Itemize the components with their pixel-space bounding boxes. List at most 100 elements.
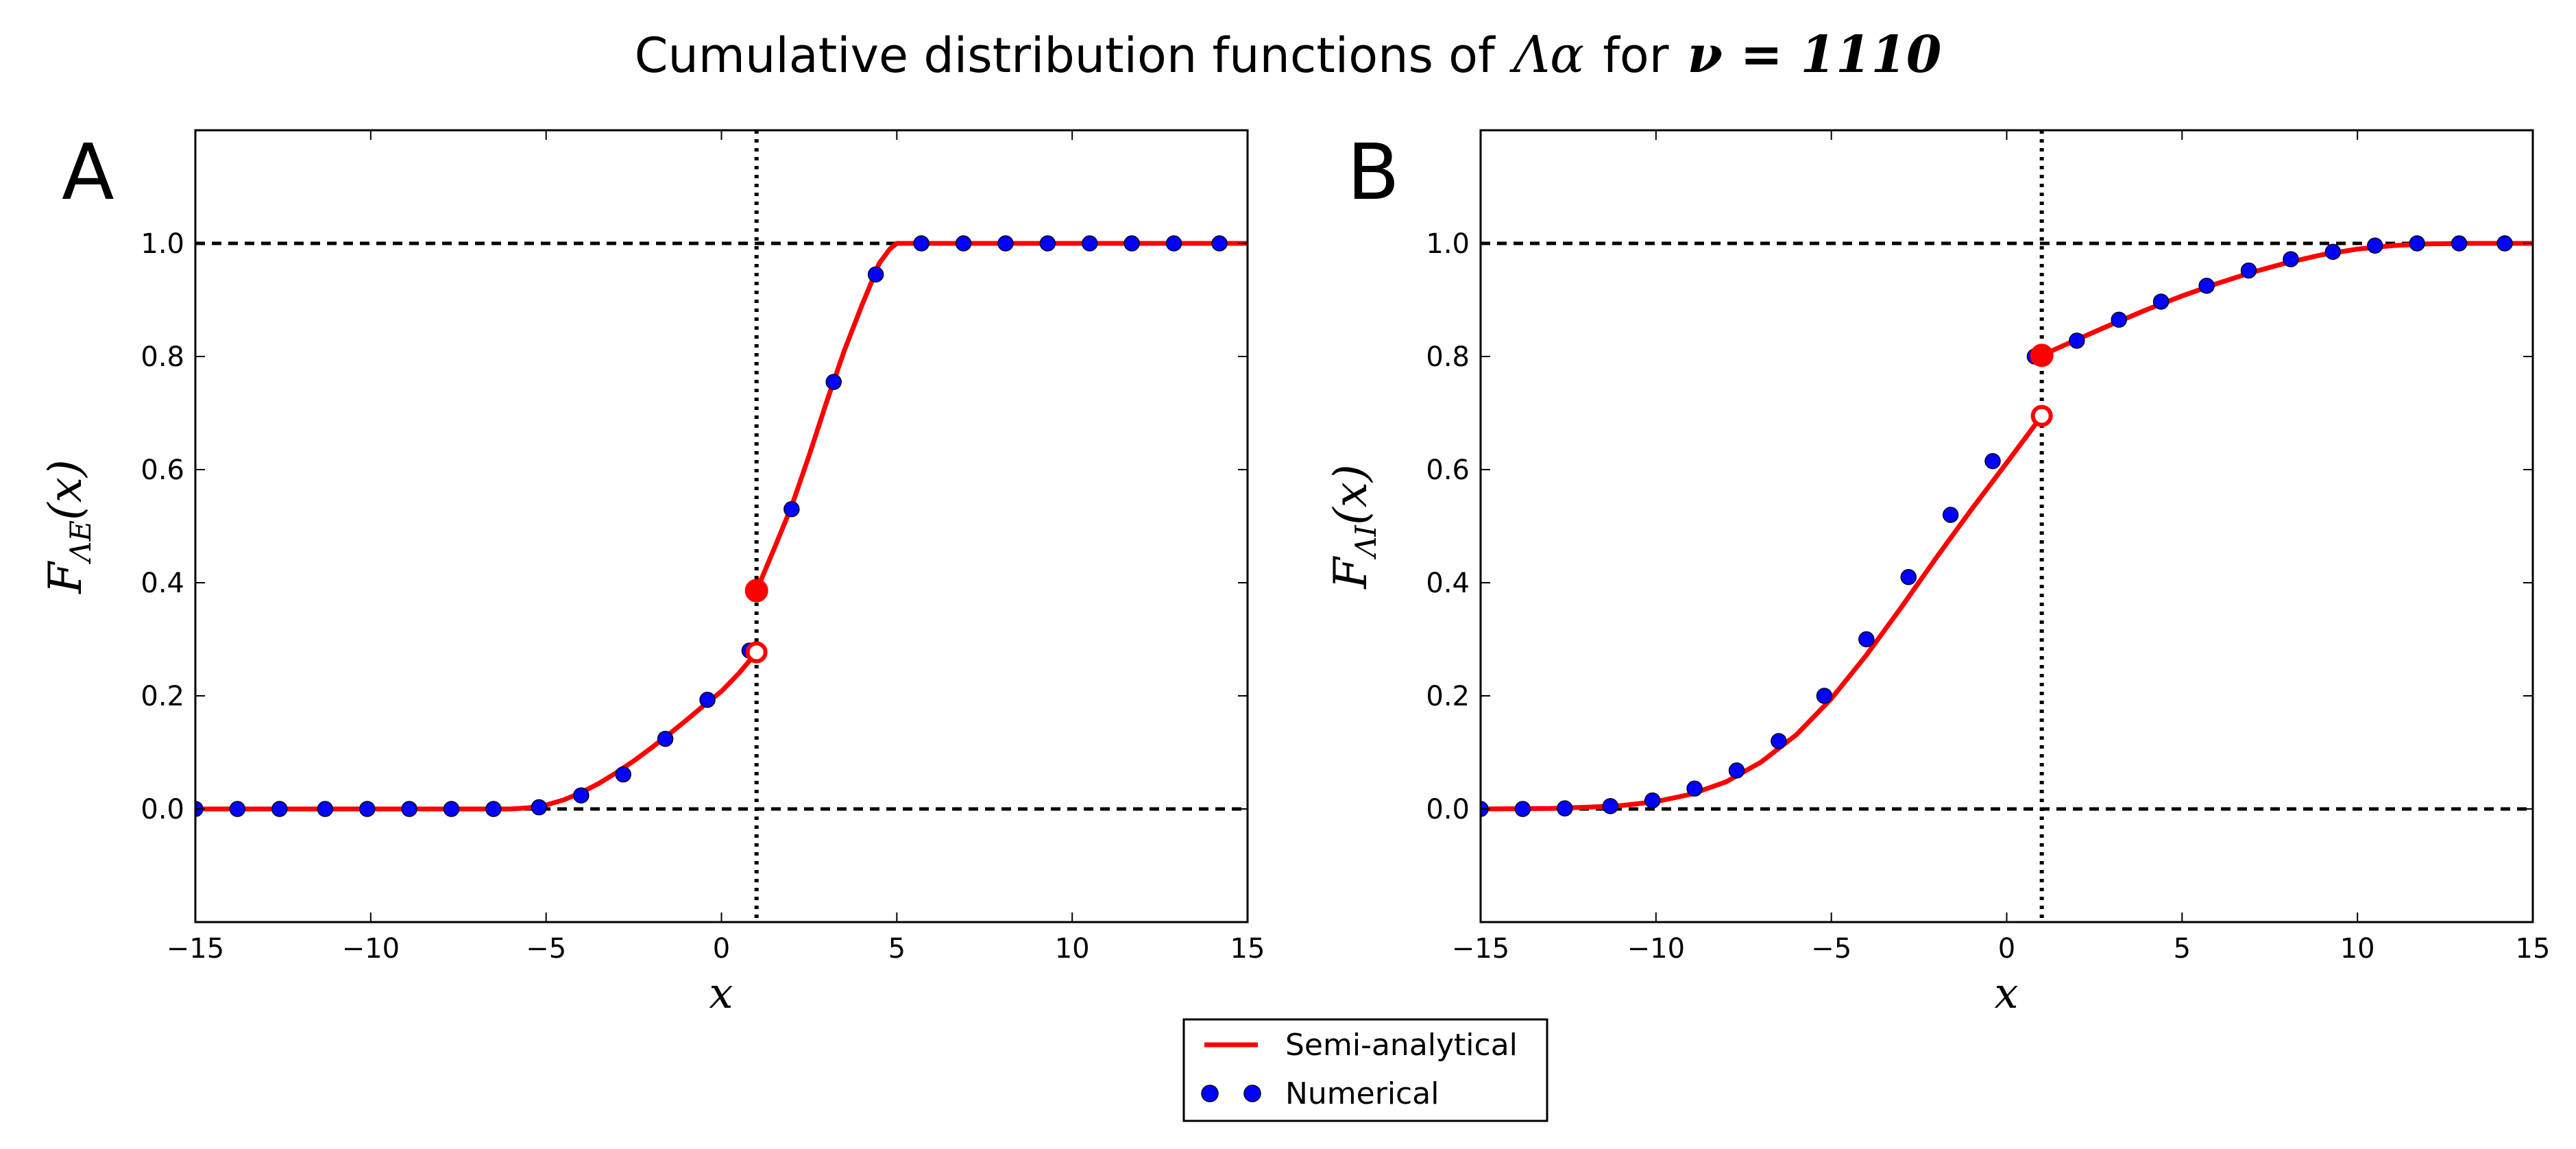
numerical-point [1039, 235, 1056, 252]
panel-label: A [62, 128, 114, 217]
numerical-point [825, 374, 842, 390]
numerical-point [1728, 762, 1745, 779]
numerical-point [1942, 507, 1959, 523]
open-jump-marker [2030, 404, 2053, 427]
y-tick-label: 1.0 [1426, 228, 1470, 260]
y-axis-label-arg: (x) [1324, 464, 1377, 525]
numerical-point [359, 801, 376, 817]
x-tick-label: 15 [2516, 933, 2551, 965]
x-tick-label: −10 [342, 933, 400, 965]
numerical-point [955, 235, 972, 252]
numerical-point [1123, 235, 1140, 252]
y-tick-label: 0.8 [141, 341, 184, 373]
numerical-point [2069, 332, 2085, 349]
y-tick-label: 0.2 [141, 681, 184, 712]
numerical-point [573, 787, 590, 803]
title-nu: ν = 1110 [1688, 25, 1942, 84]
y-tick-label: 0.8 [1426, 341, 1470, 373]
semi-analytical-line-segment-1 [195, 650, 760, 812]
numerical-point [615, 766, 631, 783]
x-tick-label: 0 [713, 933, 730, 965]
semi-analytical-line-segment-1 [1481, 413, 2045, 812]
legend-frame [1182, 1018, 1548, 1122]
numerical-point [485, 801, 502, 817]
numerical-point [783, 501, 800, 518]
x-tick-label: −10 [1627, 933, 1685, 965]
numerical-point [531, 799, 548, 816]
x-tick-label: −5 [526, 933, 566, 965]
numerical-point [1165, 235, 1182, 252]
numerical-point [2111, 311, 2127, 328]
numerical-point [1858, 631, 1875, 648]
y-axis-label: FΛI(x) [1324, 464, 1383, 589]
legend-semi-analytical-label: Semi-analytical [1285, 1028, 1518, 1063]
y-tick-label: 0.4 [1426, 568, 1470, 599]
numerical-point [443, 801, 460, 817]
y-axis-label-sub: ΛE [64, 520, 97, 565]
svg-text:FΛE(x): FΛE(x) [39, 459, 97, 594]
x-tick-label: −5 [1811, 933, 1851, 965]
x-axis-label: x [1995, 968, 2019, 1018]
y-axis-label-arg: (x) [39, 459, 92, 520]
numerical-point [2198, 278, 2215, 294]
y-axis-label-main: F [39, 561, 92, 594]
x-tick-label: 10 [2340, 933, 2375, 965]
panel-b: −15 −10 −5 0 5 10 15 0.0 0.2 0.4 0.6 0.8 1.0 B x FΛI… [1324, 128, 2550, 1018]
numerical-point [913, 235, 929, 252]
y-tick-label: 0.6 [141, 455, 184, 486]
numerical-point [2367, 237, 2383, 254]
legend-numerical-marker-2 [1243, 1085, 1261, 1102]
y-axis-label-main: F [1324, 556, 1377, 590]
y-tick-label: 0.4 [141, 568, 184, 599]
numerical-point [1644, 792, 1661, 809]
semi-analytical-line-segment-2 [754, 241, 1248, 593]
numerical-point [1211, 235, 1228, 252]
x-tick-label: 5 [888, 933, 906, 965]
numerical-point [401, 801, 417, 817]
numerical-point [271, 801, 288, 817]
panel-a: −15 −10 −5 0 5 10 15 0.0 0.2 0.4 0.6 0.8 1.0 A x FΛE… [39, 128, 1265, 1018]
numerical-point [1082, 235, 1098, 252]
legend-numerical-label: Numerical [1285, 1076, 1439, 1111]
title-for: for [1603, 27, 1668, 84]
open-jump-marker [745, 641, 768, 664]
closed-jump-marker [744, 579, 768, 603]
y-axis-label-sub: ΛI [1349, 524, 1383, 560]
numerical-point [1771, 733, 1787, 749]
numerical-point [2324, 243, 2342, 261]
closed-jump-marker [2030, 343, 2054, 367]
svg-text:FΛI(x): FΛI(x) [1324, 464, 1383, 589]
x-tick-label: 15 [1230, 933, 1265, 965]
x-tick-label: −15 [1452, 933, 1509, 965]
legend-numerical-marker-1 [1201, 1085, 1219, 1102]
numerical-point [657, 730, 674, 747]
y-axis-label: FΛE(x) [39, 459, 97, 594]
x-tick-label: 0 [1998, 933, 2015, 965]
numerical-point [2496, 235, 2513, 252]
numerical-point [1514, 801, 1531, 817]
numerical-point [1686, 780, 1703, 797]
x-tick-label: −15 [167, 933, 224, 965]
numerical-point [2451, 235, 2468, 252]
x-axis-label: x [709, 968, 733, 1018]
numerical-point [1984, 452, 2001, 470]
numerical-point [317, 801, 334, 817]
numerical-point [1602, 798, 1619, 814]
legend: Semi-analytical Numerical [1182, 1018, 1548, 1122]
y-tick-label: 0.2 [1426, 681, 1470, 712]
title-symbol: Λα [1509, 25, 1584, 84]
numerical-point [867, 266, 884, 283]
numerical-point [2240, 262, 2257, 279]
y-tick-label: 1.0 [141, 228, 184, 260]
numerical-point [997, 235, 1014, 252]
numerical-point [2283, 251, 2299, 267]
x-tick-label: 5 [2174, 933, 2191, 965]
numerical-point [1557, 800, 1573, 817]
y-tick-label: 0.0 [141, 794, 184, 825]
y-tick-label: 0.6 [1426, 455, 1470, 486]
figure-title: Cumulative distribution functions of Λα … [635, 25, 1942, 84]
x-tick-label: 10 [1055, 933, 1090, 965]
panel-label: B [1347, 128, 1400, 217]
numerical-point [1816, 688, 1833, 704]
